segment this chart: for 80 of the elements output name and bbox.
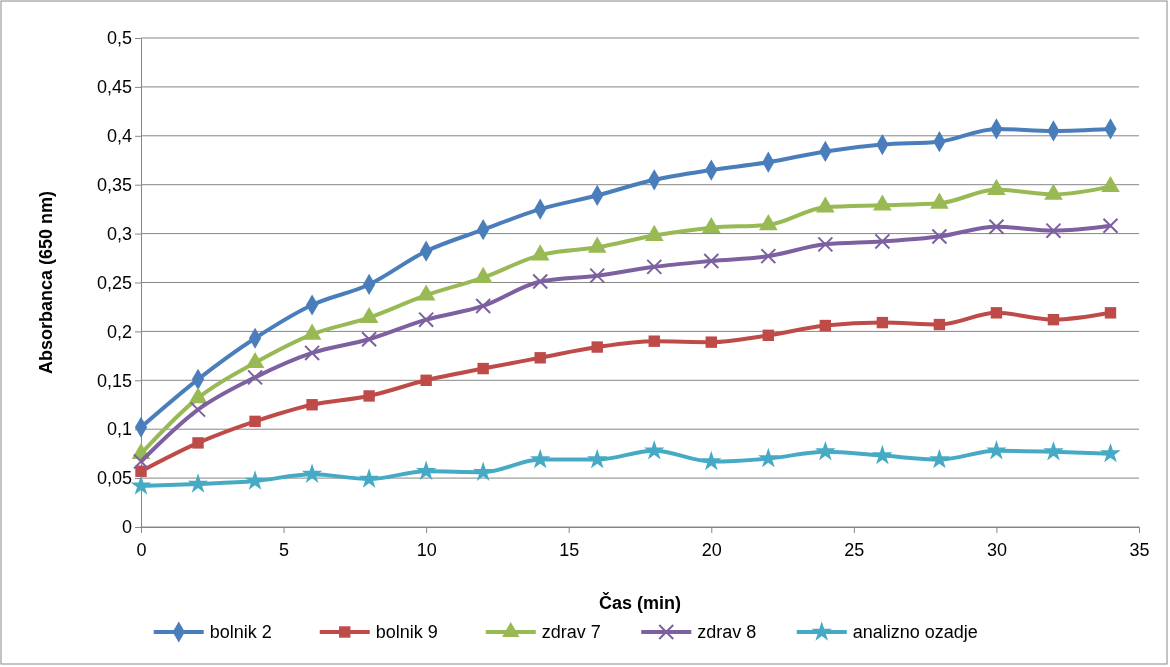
x-tick-label: 5 bbox=[279, 539, 290, 560]
x-tick-label: 35 bbox=[1129, 539, 1150, 560]
point bbox=[420, 374, 432, 386]
point bbox=[705, 336, 717, 348]
point bbox=[130, 475, 152, 495]
point bbox=[1104, 307, 1117, 319]
point bbox=[1102, 217, 1119, 234]
x-tick-label: 10 bbox=[416, 539, 437, 560]
point bbox=[872, 444, 893, 465]
point bbox=[819, 319, 832, 332]
point bbox=[760, 248, 777, 265]
point bbox=[187, 473, 209, 493]
point bbox=[192, 437, 204, 449]
y-tick-label: 0,4 bbox=[106, 126, 132, 147]
y-tick-label: 0,2 bbox=[106, 321, 132, 342]
point bbox=[586, 448, 608, 469]
y-tick-label: 0,45 bbox=[96, 77, 132, 98]
point bbox=[1043, 440, 1064, 461]
point bbox=[988, 218, 1005, 235]
point bbox=[418, 311, 435, 328]
point bbox=[1047, 313, 1060, 326]
point bbox=[990, 307, 1003, 319]
point bbox=[304, 344, 321, 361]
point bbox=[758, 447, 779, 468]
y-tick-label: 0,35 bbox=[96, 174, 132, 195]
legend-label: bolnik 9 bbox=[375, 622, 438, 643]
point bbox=[415, 460, 437, 480]
x-tick-label: 15 bbox=[559, 539, 580, 560]
point bbox=[247, 369, 264, 386]
point bbox=[762, 329, 775, 342]
point bbox=[529, 448, 551, 469]
point bbox=[703, 252, 720, 269]
point bbox=[701, 450, 722, 471]
point bbox=[363, 390, 375, 402]
point bbox=[132, 453, 150, 470]
point bbox=[532, 273, 549, 290]
y-tick-label: 0,3 bbox=[106, 223, 132, 244]
point bbox=[874, 233, 891, 250]
point bbox=[244, 470, 266, 490]
y-tick-label: 0,05 bbox=[96, 468, 132, 489]
point bbox=[929, 448, 950, 469]
x-tick-label: 25 bbox=[844, 539, 865, 560]
legend-label: analizno ozadje bbox=[852, 622, 978, 643]
point bbox=[249, 415, 261, 428]
x-tick-label: 30 bbox=[986, 539, 1007, 560]
point bbox=[472, 461, 494, 481]
point bbox=[1100, 442, 1121, 463]
point bbox=[589, 267, 606, 284]
point bbox=[361, 331, 378, 348]
y-tick-label: 0,25 bbox=[96, 272, 132, 293]
point bbox=[358, 468, 380, 488]
point bbox=[815, 440, 836, 461]
x-axis-title: Čas (min) bbox=[598, 592, 682, 613]
point bbox=[648, 335, 660, 347]
point bbox=[477, 362, 489, 375]
point bbox=[591, 341, 603, 353]
point bbox=[986, 439, 1007, 460]
y-tick-label: 0 bbox=[121, 517, 132, 538]
y-tick-label: 0,1 bbox=[106, 419, 132, 440]
point bbox=[301, 463, 323, 483]
point bbox=[931, 228, 948, 245]
x-tick-label: 20 bbox=[701, 539, 722, 560]
point bbox=[876, 316, 889, 329]
point bbox=[306, 399, 318, 411]
legend-label: zdrav 7 bbox=[541, 622, 601, 643]
y-tick-label: 0,5 bbox=[106, 28, 132, 49]
y-axis-title: Absorbanca (650 nm) bbox=[36, 190, 56, 375]
point bbox=[817, 236, 834, 253]
legend-label: bolnik 2 bbox=[209, 622, 272, 643]
legend-label: zdrav 8 bbox=[697, 622, 757, 643]
y-tick-label: 0,15 bbox=[96, 370, 132, 391]
point bbox=[188, 387, 208, 404]
point bbox=[933, 318, 946, 331]
x-tick-label: 0 bbox=[136, 539, 147, 560]
point bbox=[644, 439, 665, 460]
point bbox=[534, 352, 546, 364]
point bbox=[646, 258, 663, 275]
point bbox=[475, 297, 492, 314]
point bbox=[190, 401, 207, 418]
point bbox=[1045, 222, 1062, 239]
